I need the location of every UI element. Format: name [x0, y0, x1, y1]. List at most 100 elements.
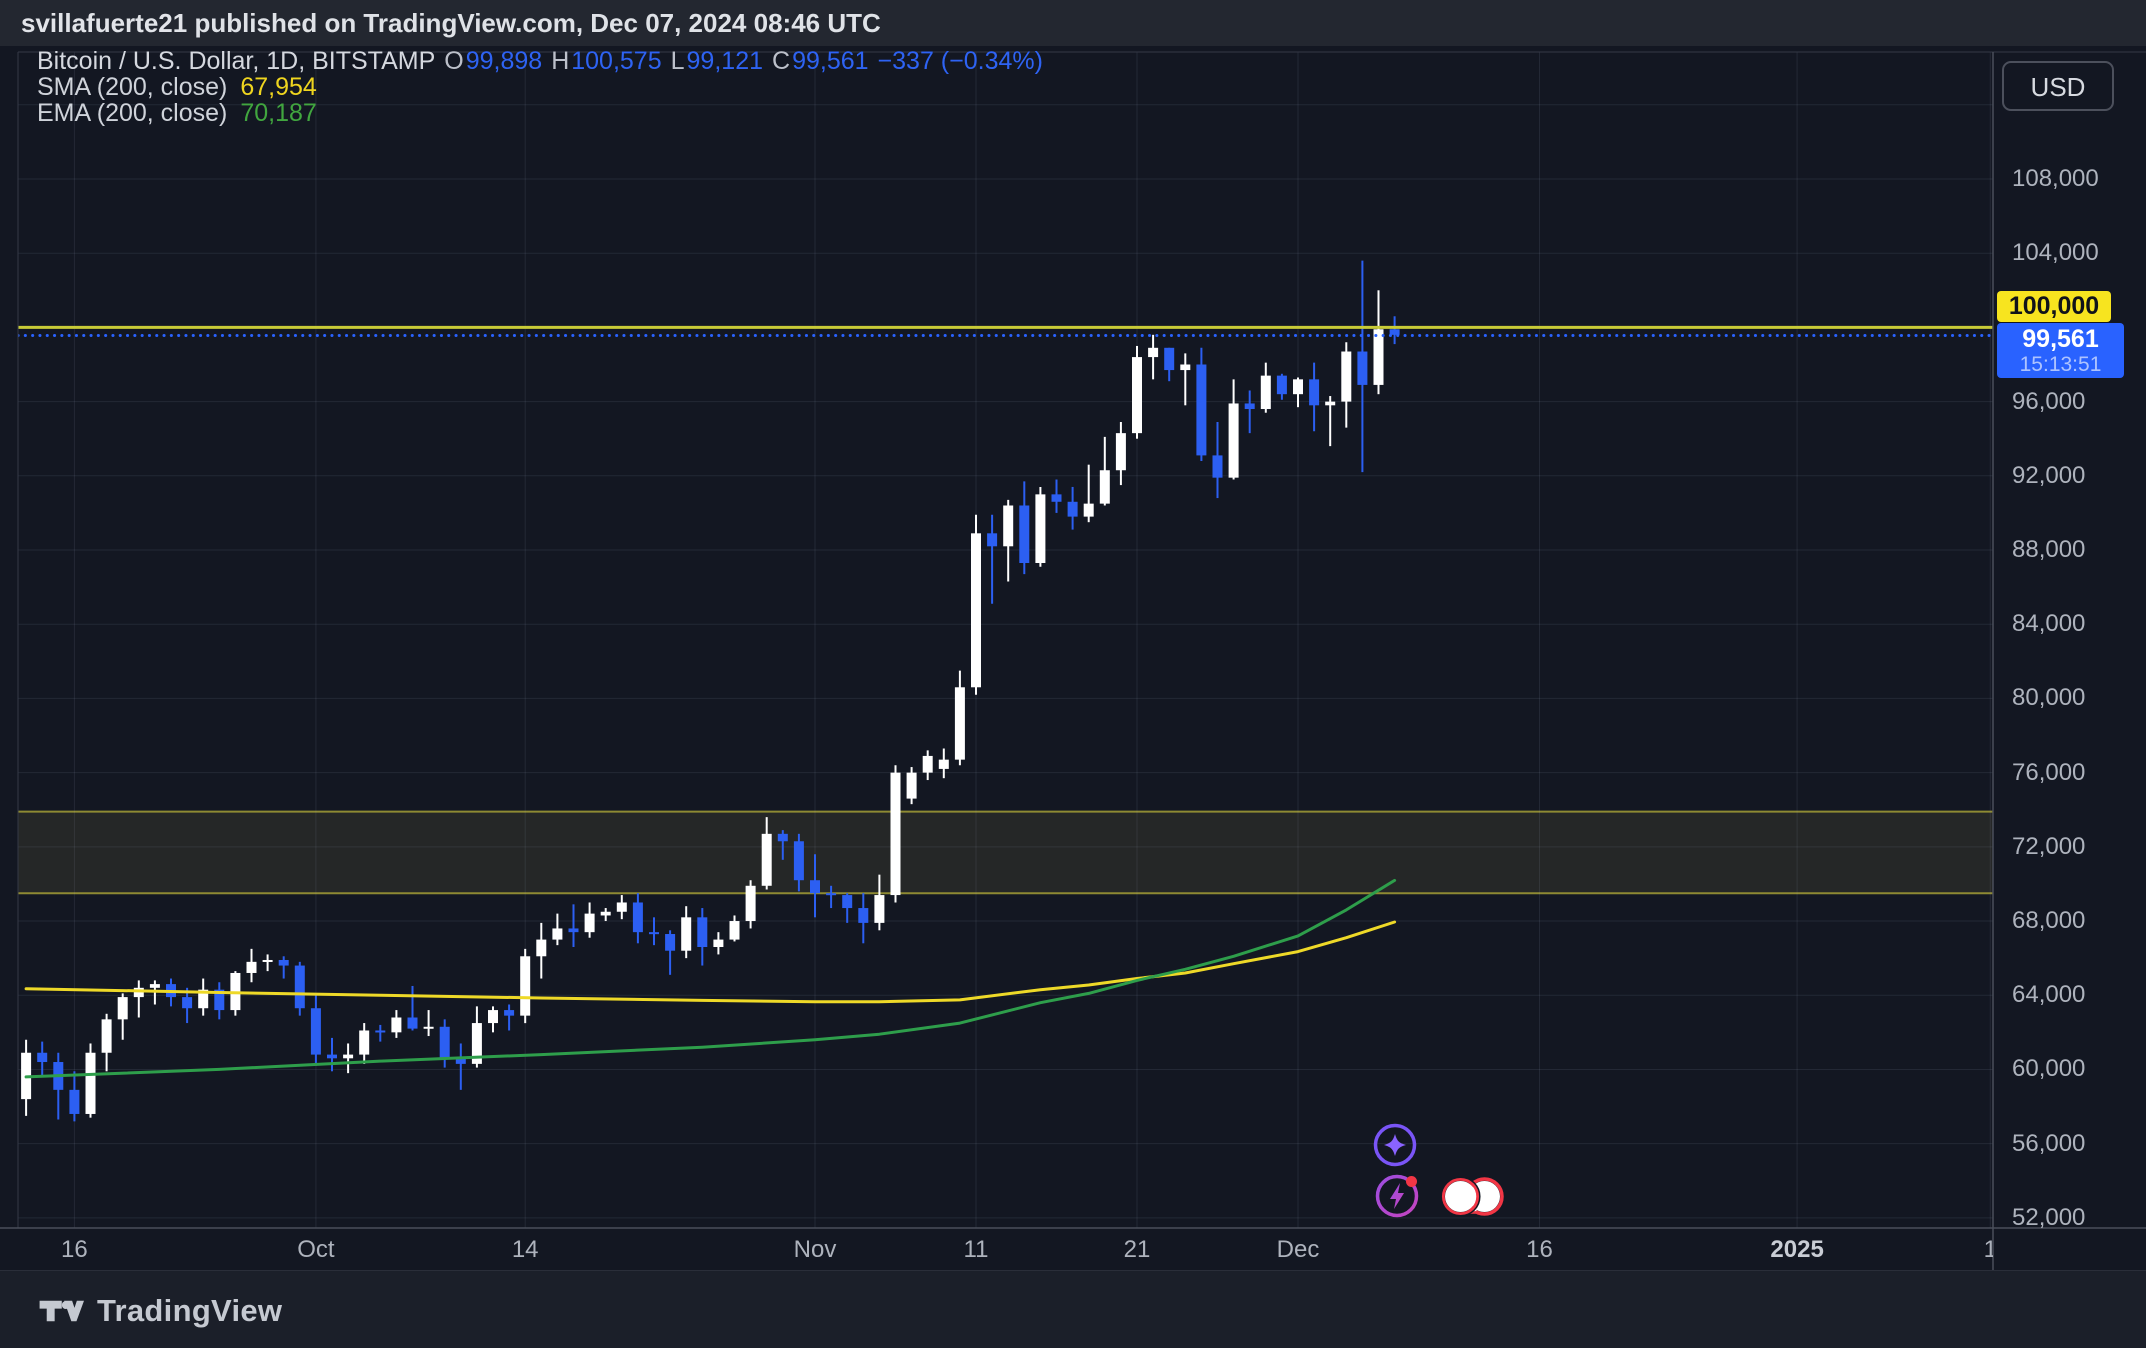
- price-axis-label: 108,000: [2012, 164, 2099, 192]
- candle: [1115, 422, 1126, 486]
- publish-text: published on TradingView.com, Dec 07, 20…: [187, 8, 881, 38]
- candle: [1389, 316, 1400, 345]
- candle: [665, 930, 676, 975]
- last-price-badge: 99,561 15:13:51: [1997, 322, 2124, 378]
- candle: [1212, 422, 1223, 499]
- candle: [858, 893, 869, 944]
- overlay-sma-200: [24, 920, 1397, 1004]
- ema-label: EMA (200, close): [37, 99, 228, 127]
- level-price-badge: 100,000: [1997, 291, 2111, 323]
- candle: [85, 1043, 96, 1118]
- candle: [1373, 290, 1384, 395]
- price-axis-label: 68,000: [2012, 907, 2086, 935]
- price-axis-label: 52,000: [2012, 1203, 2086, 1231]
- candle: [745, 880, 756, 929]
- tradingview-wordmark: TradingView: [97, 1293, 283, 1328]
- symbol-row[interactable]: Bitcoin / U.S. Dollar, 1D, BITSTAMP O 99,…: [37, 49, 1043, 74]
- key-events-lightning-icon[interactable]: [1373, 1172, 1425, 1225]
- candle: [101, 1013, 112, 1072]
- ohlc-value: 99,561: [792, 47, 869, 75]
- publish-username: svillafuerte21: [21, 8, 188, 38]
- currency-button[interactable]: USD: [2002, 61, 2114, 111]
- price-axis-label: 60,000: [2012, 1055, 2086, 1083]
- candle: [133, 980, 144, 1018]
- ai-sparkle-icon[interactable]: [1371, 1121, 1419, 1174]
- candle: [198, 978, 209, 1016]
- symbol-title[interactable]: Bitcoin / U.S. Dollar, 1D, BITSTAMP: [37, 47, 436, 75]
- candle: [697, 908, 708, 966]
- candle: [359, 1023, 370, 1064]
- price-axis-label: 64,000: [2012, 981, 2086, 1009]
- candle: [1357, 260, 1368, 473]
- price-axis-label: 76,000: [2012, 758, 2086, 786]
- candle: [922, 750, 933, 781]
- candle: [649, 917, 659, 946]
- candle: [439, 1019, 450, 1068]
- candle: [1196, 347, 1207, 461]
- ema-row[interactable]: EMA (200, close) 70,187: [37, 101, 1043, 126]
- candle: [826, 885, 837, 909]
- candle: [423, 1010, 434, 1037]
- us-economic-events-icon[interactable]: [1438, 1174, 1528, 1224]
- candle: [117, 993, 128, 1040]
- price-axis-label: 88,000: [2012, 536, 2086, 563]
- candle: [1228, 379, 1239, 480]
- candle: [793, 833, 804, 892]
- last-price-value: 99,561: [2022, 324, 2099, 353]
- sma-value: 67,954: [240, 73, 317, 101]
- candle: [1309, 362, 1320, 432]
- ohlc-letter: H: [551, 47, 570, 75]
- change-value: −337 (−0.34%): [877, 47, 1043, 75]
- sma-label: SMA (200, close): [37, 73, 228, 101]
- time-axis-label: Dec: [1276, 1236, 1320, 1263]
- candle: [53, 1052, 64, 1120]
- sma-row[interactable]: SMA (200, close) 67,954: [37, 75, 1043, 100]
- candle: [37, 1041, 48, 1077]
- time-axis-label: 21: [1123, 1236, 1151, 1263]
- highlight-band: [18, 811, 1993, 894]
- ohlc-letter: C: [772, 47, 791, 75]
- tradingview-logo[interactable]: TradingView: [38, 1293, 282, 1329]
- candle: [1019, 481, 1030, 575]
- candle: [1180, 353, 1191, 406]
- plot-content: [18, 52, 1993, 1228]
- candle: [713, 932, 724, 955]
- candle: [954, 670, 965, 766]
- candle: [987, 514, 998, 604]
- candle: [1293, 377, 1303, 408]
- candle: [777, 830, 788, 860]
- candle: [262, 954, 273, 972]
- time-axis[interactable]: 16 Oct 14 Nov 11 21 Dec 16 2025 1: [0, 1228, 1993, 1270]
- ohlc-value: 99,121: [686, 47, 763, 75]
- overlay-ema-200: [24, 878, 1397, 1079]
- candle: [1276, 373, 1287, 400]
- ohlc-letter: L: [670, 47, 685, 75]
- price-axis-label: 92,000: [2012, 461, 2086, 489]
- candle: [1341, 342, 1352, 428]
- time-axis-label: Oct: [297, 1236, 335, 1263]
- candle: [504, 1004, 515, 1031]
- candle: [810, 854, 820, 918]
- candle: [874, 874, 885, 931]
- candle: [1051, 479, 1062, 513]
- candle: [616, 895, 627, 920]
- candle: [584, 902, 595, 938]
- candle: [552, 913, 563, 946]
- bar-countdown: 15:13:51: [2019, 352, 2102, 376]
- candle: [632, 893, 643, 944]
- candle: [971, 514, 981, 695]
- candle: [1164, 347, 1175, 382]
- candle: [906, 767, 917, 805]
- candle: [1035, 486, 1046, 567]
- candle: [182, 987, 193, 1024]
- footer-bar: TradingView: [0, 1270, 2146, 1348]
- candle: [1244, 390, 1255, 434]
- candle: [391, 1010, 402, 1038]
- price-axis[interactable]: USD 108,000 104,000 96,000 92,000 88,000 84,0…: [1993, 0, 2146, 1348]
- candle: [842, 893, 853, 923]
- candle: [69, 1071, 80, 1122]
- candle: [568, 904, 579, 948]
- candle: [1325, 396, 1336, 447]
- candle: [343, 1043, 354, 1074]
